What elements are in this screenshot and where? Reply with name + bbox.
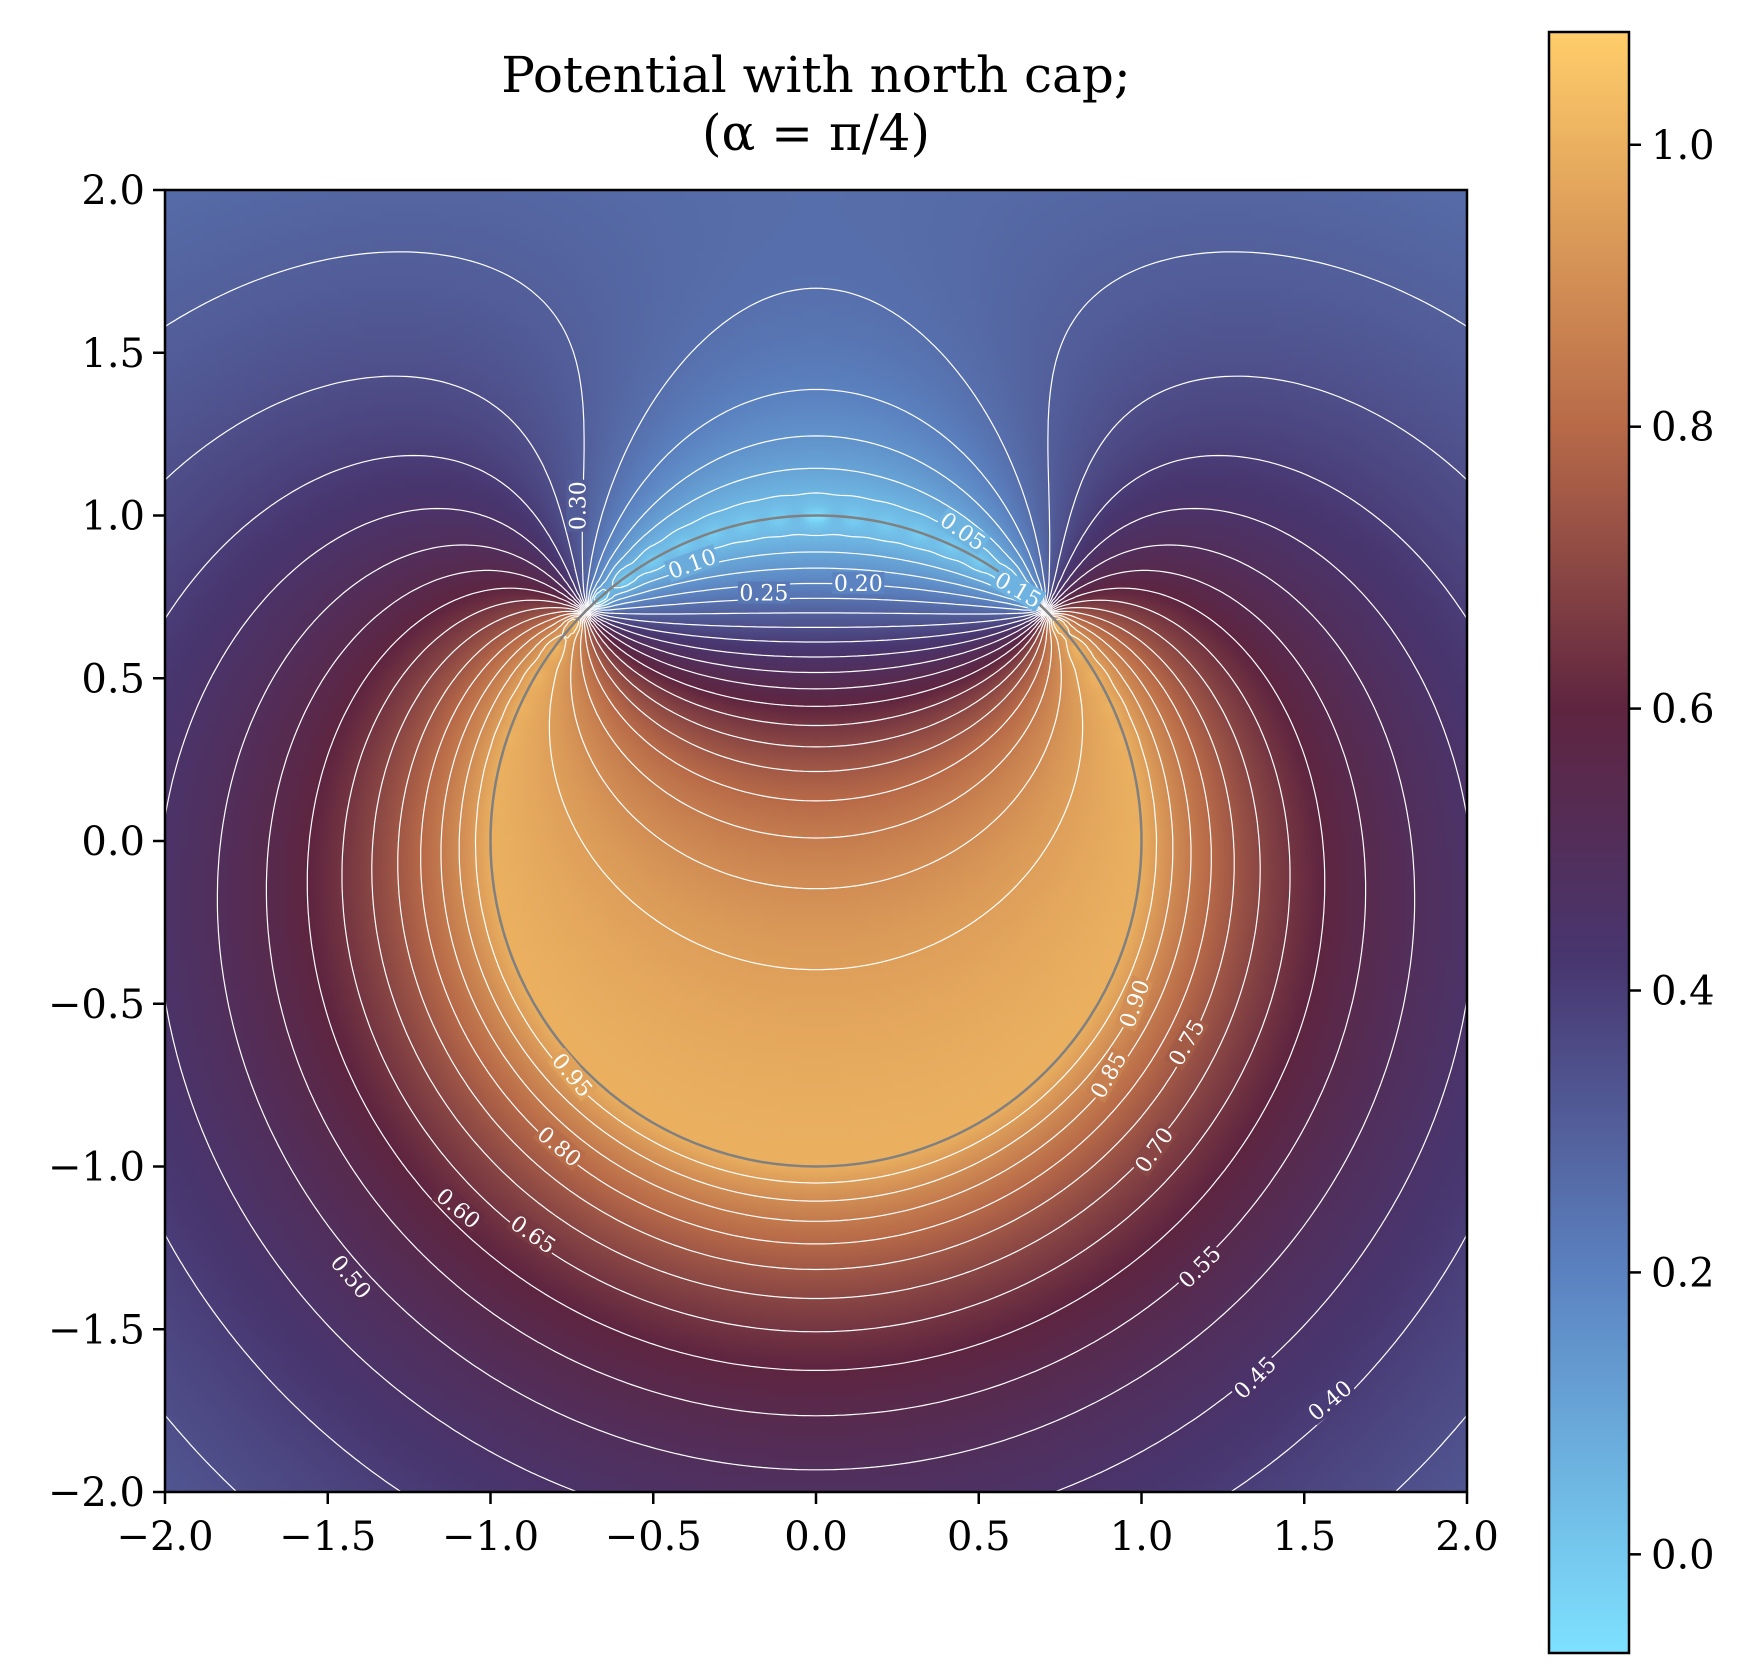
colorbar-tick-label: 0.0 xyxy=(1651,1532,1715,1578)
y-tick-label: 1.0 xyxy=(81,494,145,540)
contour-line-0.75 xyxy=(397,610,1235,1271)
contour-label-background xyxy=(547,1047,598,1102)
contour-label-text: 0.25 xyxy=(739,582,788,607)
y-tick-label: −2.0 xyxy=(48,1470,145,1516)
y-tick-label: −1.5 xyxy=(48,1307,145,1353)
contour-line-0.85 xyxy=(440,614,1192,1222)
contour-label-background xyxy=(1302,1374,1357,1426)
contour-label-background xyxy=(431,1182,486,1234)
colorbar-tick-label: 0.2 xyxy=(1651,1250,1715,1296)
plot-area: 0.050.100.150.200.250.300.900.750.850.95… xyxy=(163,188,1469,1494)
contour-label: 0.25 xyxy=(737,581,790,607)
contour-label-background xyxy=(1228,1351,1281,1404)
y-tick-label: 1.5 xyxy=(81,331,145,377)
y-axis: 2.0 1.5 1.0 0.5 0.0 −0.5 −1.0 −1.5 −2.0 xyxy=(48,168,165,1516)
contour-line-0.40 xyxy=(165,454,1467,1492)
contour-label-background xyxy=(663,544,721,583)
contour-label: 0.30 xyxy=(566,479,591,532)
contour-label-background xyxy=(1173,1240,1226,1293)
colorbar: 0.0 0.2 0.4 0.6 0.8 1.0 xyxy=(1547,30,1715,1655)
contour-label-background xyxy=(1129,1122,1178,1178)
x-tick-label: 0.0 xyxy=(784,1514,848,1560)
contour-label-background xyxy=(832,571,885,594)
colorbar-ticks: 0.0 0.2 0.4 0.6 0.8 1.0 xyxy=(1629,123,1715,1578)
x-tick-label: −2.0 xyxy=(116,1514,213,1560)
contour-label-background xyxy=(532,1121,587,1172)
chart-title: Potential with north cap; xyxy=(501,46,1130,104)
y-tick-label: 2.0 xyxy=(81,168,145,214)
chart-subtitle: (α = π/4) xyxy=(702,104,930,162)
contour-label-text: 0.20 xyxy=(834,572,883,597)
contour-label: 0.20 xyxy=(832,571,885,597)
x-axis: −2.0 −1.5 −1.0 −0.5 0.0 0.5 1.0 1.5 2.0 xyxy=(116,1492,1499,1560)
contour-line-0.60 xyxy=(306,587,1326,1371)
x-tick-label: −1.5 xyxy=(279,1514,376,1560)
y-tick-label: 0.0 xyxy=(81,819,145,865)
x-tick-label: 2.0 xyxy=(1435,1514,1499,1560)
x-tick-label: −1.0 xyxy=(442,1514,539,1560)
contour-label-background xyxy=(1163,1014,1209,1071)
colorbar-tick-label: 0.6 xyxy=(1651,687,1715,733)
y-tick-label: −1.0 xyxy=(48,1145,145,1191)
contour-label-background xyxy=(566,479,589,532)
contour-label-background xyxy=(935,507,991,555)
contour-line-0.35 xyxy=(165,375,1467,1492)
contour-line-0.80 xyxy=(420,612,1212,1245)
colorbar-tick-label: 1.0 xyxy=(1651,123,1715,169)
x-tick-label: 1.5 xyxy=(1272,1514,1336,1560)
contour-label-background xyxy=(990,567,1047,613)
contour-line-0.55 xyxy=(265,569,1367,1417)
colorbar-tick-label: 0.8 xyxy=(1651,405,1715,451)
sphere-outline xyxy=(489,514,1143,1168)
x-tick-label: −0.5 xyxy=(605,1514,702,1560)
contour-line-0.70 xyxy=(371,607,1261,1300)
contour-label-background xyxy=(326,1249,377,1304)
potential-heatmap xyxy=(165,190,1467,1492)
x-tick-label: 0.5 xyxy=(947,1514,1011,1560)
contour-line-0.95 xyxy=(474,618,1158,1184)
y-tick-label: −0.5 xyxy=(48,982,145,1028)
contour-label-text: 0.30 xyxy=(566,481,591,530)
contour-line-0.15 xyxy=(589,435,1043,608)
contour-label-background xyxy=(1114,975,1154,1032)
colorbar-tick-label: 0.4 xyxy=(1651,969,1715,1015)
contour-line-0.20 xyxy=(588,388,1044,609)
colorbar-gradient xyxy=(1547,30,1631,1655)
x-tick-label: 1.0 xyxy=(1110,1514,1174,1560)
contour-label-background xyxy=(1085,1046,1131,1103)
contour-label-background xyxy=(505,1210,561,1259)
contour-line-0.50 xyxy=(216,544,1416,1471)
contour-line-0.30 xyxy=(165,251,1467,615)
contour-label-background xyxy=(737,581,790,604)
y-tick-label: 0.5 xyxy=(81,656,145,702)
